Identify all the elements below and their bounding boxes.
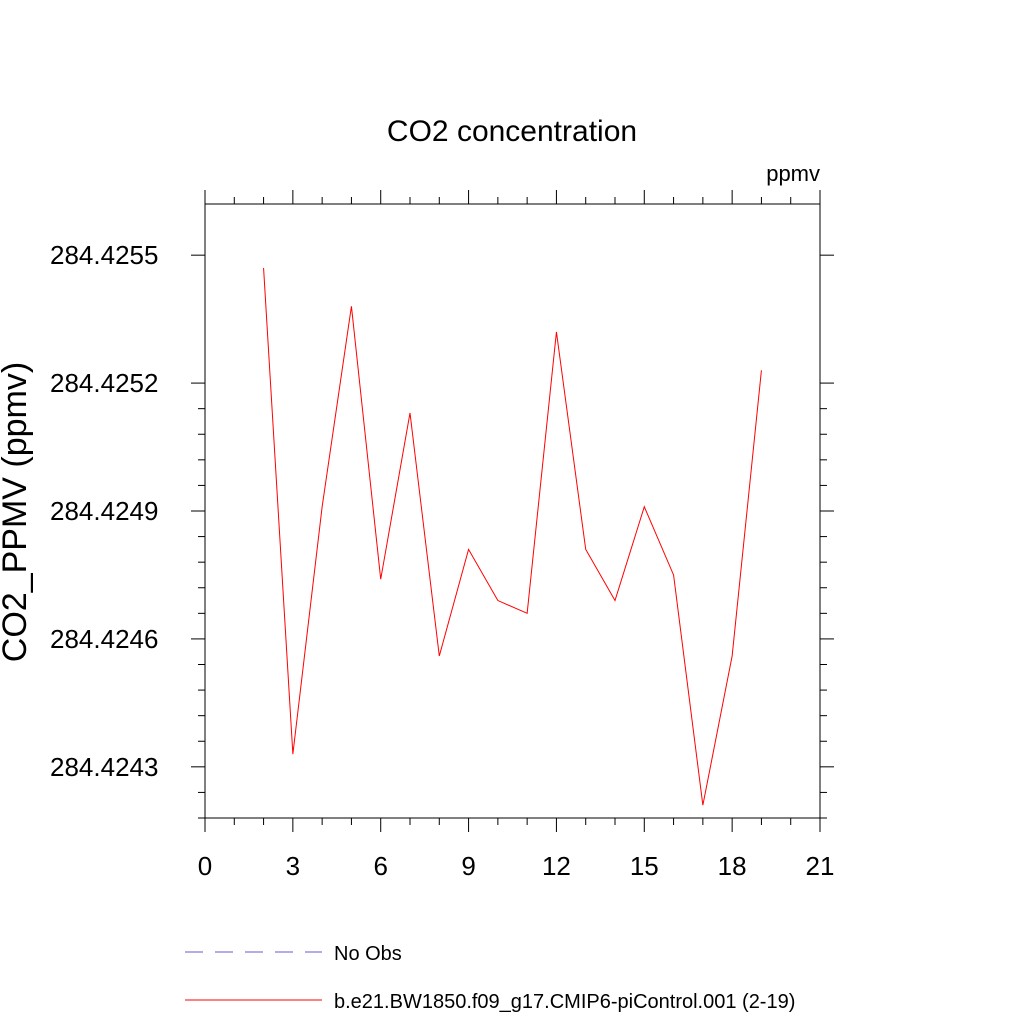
y-tick-label: 284.4252 [50,368,158,398]
y-tick-label: 284.4255 [50,240,158,270]
y-tick-label: 284.4249 [50,496,158,526]
legend-label-no-obs: No Obs [334,943,402,965]
x-tick-label: 21 [806,851,835,881]
x-tick-label: 6 [373,851,387,881]
y-tick-label: 284.4246 [50,624,158,654]
x-tick-label: 15 [630,851,659,881]
plot-frame [204,203,821,819]
x-axis-tick-labels: 0 3 6 9 12 15 18 21 [198,851,835,881]
y-tick-label: 284.4243 [50,752,158,782]
x-tick-label: 12 [542,851,571,881]
x-tick-label: 0 [198,851,212,881]
legend: No Obs b.e21.BW1850.f09_g17.CMIP6-piCont… [185,943,795,1013]
units-label: ppmv [766,161,820,186]
x-tick-label: 9 [461,851,475,881]
y-axis-tick-labels: 284.4243 284.4246 284.4249 284.4252 284.4255 [50,240,158,782]
x-tick-label: 3 [286,851,300,881]
chart-title: CO2 concentration [387,115,637,148]
legend-label-control-run: b.e21.BW1850.f09_g17.CMIP6-piControl.001… [334,991,795,1013]
y-axis-ticks [191,254,834,819]
x-tick-label: 18 [718,851,747,881]
y-axis-label: CO2_PPMV (ppmv) [0,362,34,662]
x-axis-ticks [204,190,821,832]
series-line [263,267,762,806]
series-layer [263,267,762,806]
